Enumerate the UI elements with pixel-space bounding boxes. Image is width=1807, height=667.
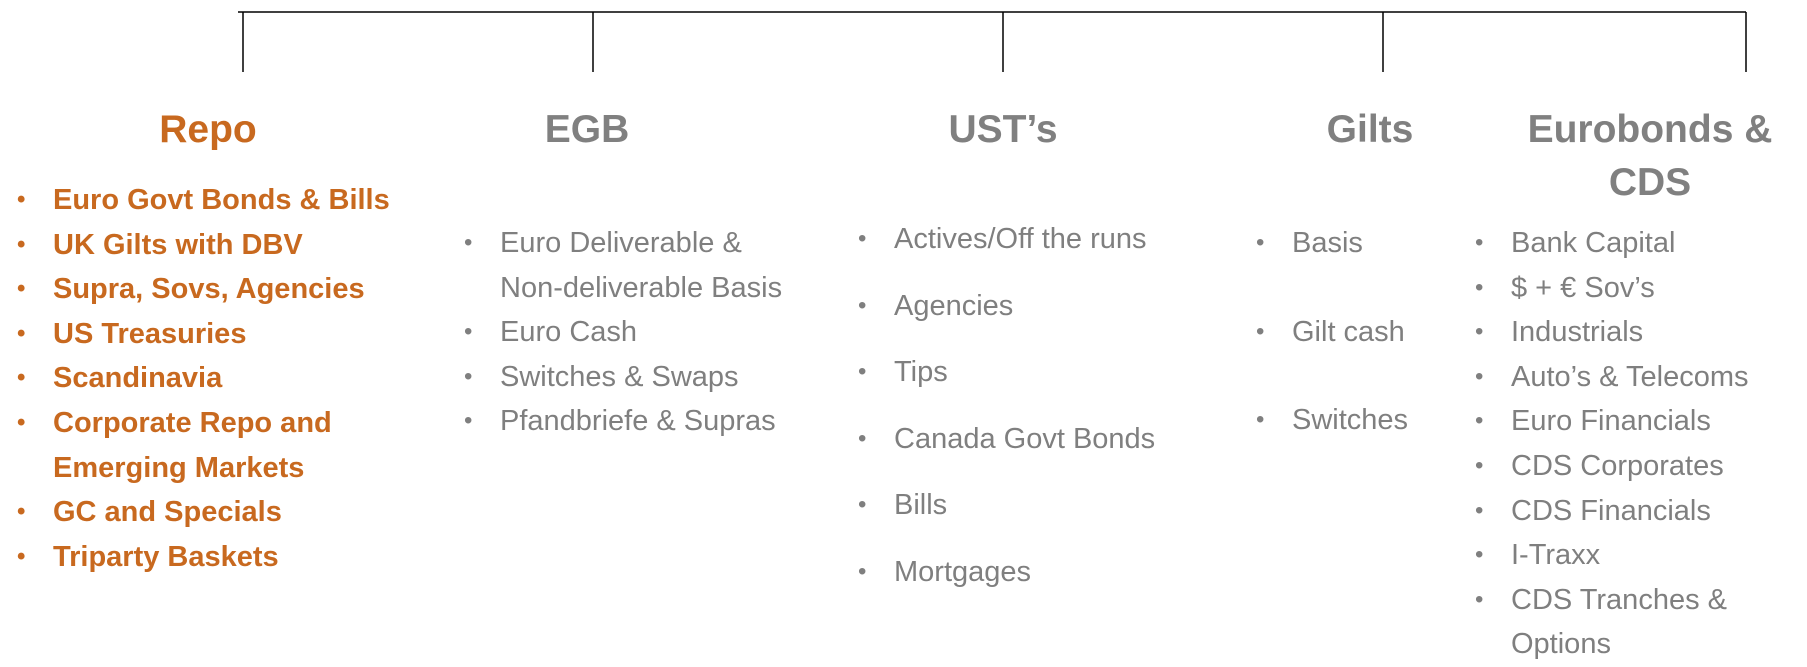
column-heading: Repo (159, 108, 257, 151)
list-item: Triparty Baskets (17, 535, 443, 580)
list-item: CDS Financials (1475, 489, 1803, 534)
list-item: Supra, Sovs, Agencies (17, 267, 443, 312)
list-item: Bank Capital (1475, 221, 1803, 266)
column-heading: Gilts (1326, 108, 1414, 151)
item-list: Basis Gilt cash Switches (1256, 221, 1452, 487)
list-item: Euro Govt Bonds & Bills (17, 178, 443, 223)
list-item: US Treasuries (17, 312, 443, 357)
list-item: Euro Cash (464, 310, 800, 355)
list-item: Canada Govt Bonds (858, 417, 1224, 462)
item-list: Euro Deliverable & Non-deliverable Basis… (464, 221, 800, 444)
list-item: Bills (858, 483, 1224, 528)
list-item: Basis (1256, 221, 1452, 266)
list-item: Industrials (1475, 310, 1803, 355)
list-item: Corporate Repo and Emerging Markets (17, 401, 443, 490)
column-heading: UST’s (948, 108, 1058, 151)
item-list: Actives/Off the runs Agencies Tips Canada G… (858, 217, 1224, 617)
list-item: Gilt cash (1256, 310, 1452, 355)
list-item: Mortgages (858, 550, 1224, 595)
list-item: Euro Deliverable & Non-deliverable Basis (464, 221, 800, 310)
list-item: Scandinavia (17, 356, 443, 401)
list-item: I-Traxx (1475, 533, 1803, 578)
list-item: Actives/Off the runs (858, 217, 1224, 262)
list-item: Switches (1256, 398, 1452, 443)
item-list: Bank Capital$ + € Sov’sIndustrialsAuto’s… (1475, 221, 1803, 667)
list-item: Switches & Swaps (464, 355, 800, 400)
list-item: Tips (858, 350, 1224, 395)
list-item: CDS Tranches & Options (1475, 578, 1803, 667)
list-item: Auto’s & Telecoms (1475, 355, 1803, 400)
list-item: CDS Corporates (1475, 444, 1803, 489)
column-heading: Eurobonds & CDS (1527, 108, 1773, 204)
list-item: Pfandbriefe & Supras (464, 399, 800, 444)
column-heading: EGB (544, 108, 630, 151)
item-list: Euro Govt Bonds & BillsUK Gilts with DBV… (17, 178, 443, 580)
connector-lines (238, 11, 1747, 72)
list-item: GC and Specials (17, 490, 443, 535)
list-item: $ + € Sov’s (1475, 266, 1803, 311)
list-item: Agencies (858, 284, 1224, 329)
list-item: Euro Financials (1475, 399, 1803, 444)
list-item: UK Gilts with DBV (17, 223, 443, 268)
